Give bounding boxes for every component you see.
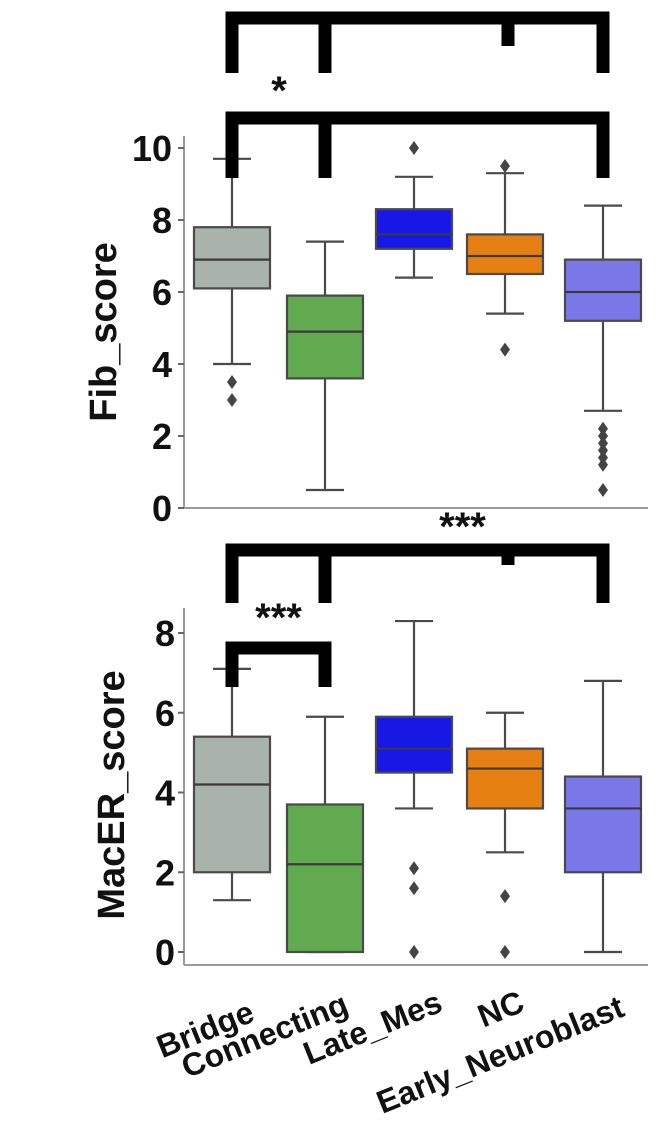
y-tick-label: 0 — [155, 932, 175, 973]
outlier-marker — [598, 450, 608, 465]
y-tick-label: 2 — [155, 852, 175, 893]
significance-label: *** — [439, 505, 486, 549]
significance-bracket — [225, 11, 610, 73]
iqr-box — [465, 233, 545, 276]
y-axis-label: Fib_score — [83, 242, 125, 422]
y-tick-label: 4 — [155, 773, 175, 814]
box-bridge — [192, 157, 272, 407]
significance-bracket: *** — [225, 505, 610, 603]
outlier-marker — [500, 945, 510, 959]
bracket-line — [225, 641, 332, 687]
outlier-marker — [409, 945, 419, 959]
outlier-marker — [598, 483, 608, 497]
iqr-box — [563, 775, 643, 874]
outlier-marker — [227, 375, 237, 389]
iqr-box — [192, 735, 272, 874]
y-tick-label: 8 — [152, 200, 172, 241]
outlier-marker — [598, 436, 608, 451]
box-late-mes — [374, 141, 454, 279]
outlier-marker — [500, 342, 510, 357]
iqr-box — [285, 803, 365, 954]
y-tick-label: 6 — [152, 272, 172, 313]
outlier-marker — [598, 457, 608, 472]
significance-label: *** — [255, 596, 302, 640]
bracket-line — [225, 111, 610, 178]
outlier-marker — [500, 889, 510, 904]
y-tick-label: 4 — [152, 344, 172, 385]
box-early-neuroblast — [563, 679, 643, 954]
outlier-marker — [227, 393, 237, 407]
macer-score-panel: 02468MacER_score******BridgeConnectingLa… — [91, 505, 648, 1120]
iqr-box — [285, 294, 365, 380]
box-connecting — [285, 715, 365, 954]
box-early-neuroblast — [563, 204, 643, 497]
iqr-box — [374, 715, 454, 774]
significance-label: * — [271, 69, 287, 113]
outlier-marker — [409, 881, 419, 896]
outlier-marker — [598, 421, 608, 436]
significance-bracket: *** — [225, 596, 332, 687]
iqr-box — [192, 226, 272, 290]
outlier-marker — [409, 141, 419, 155]
bracket-line — [225, 543, 610, 603]
iqr-box — [465, 747, 545, 810]
y-axis-label: MacER_score — [91, 670, 133, 919]
box-nc — [465, 711, 545, 959]
outlier-marker — [500, 159, 510, 173]
outlier-marker — [598, 443, 608, 458]
significance-bracket: * — [225, 69, 610, 178]
bracket-line — [225, 11, 610, 73]
y-tick-label: 0 — [152, 488, 172, 529]
y-tick-label: 10 — [132, 128, 172, 169]
box-connecting — [285, 240, 365, 492]
box-bridge — [192, 667, 272, 902]
box-late-mes — [374, 619, 454, 959]
outlier-marker — [598, 429, 608, 443]
y-tick-label: 2 — [152, 416, 172, 457]
box-nc — [465, 159, 545, 357]
iqr-box — [374, 208, 454, 250]
fib-score-panel: 0 2 4 6 8 10 Fib_score * — [83, 11, 648, 529]
y-tick-label: 8 — [155, 613, 175, 654]
iqr-box — [563, 258, 643, 322]
y-tick-label: 6 — [155, 693, 175, 734]
outlier-marker — [409, 861, 419, 876]
